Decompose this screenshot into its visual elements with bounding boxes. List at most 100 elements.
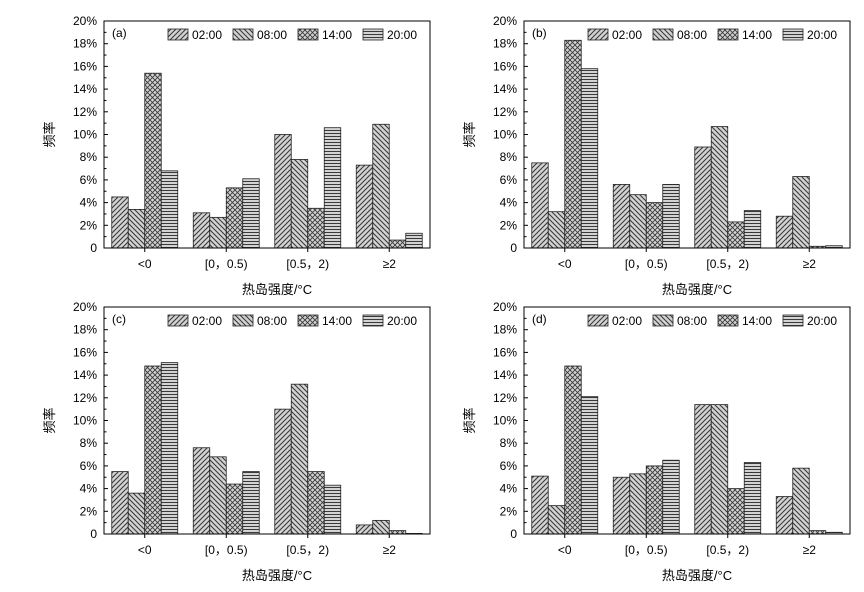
bar-0800-cat3 <box>792 176 810 249</box>
chart-panel-b: <0 [0，0.5) [0.5，2) ≥2 0 2% 4% 6% 8% 10% 12% 14% 16% 1… <box>462 14 851 297</box>
legend-item-0800: 08:00 <box>232 28 287 42</box>
bar-1400-cat3 <box>388 530 407 535</box>
legend-swatch <box>782 28 804 41</box>
legend-swatch <box>232 314 254 327</box>
legend-swatch <box>167 28 189 41</box>
legend-label: 02:00 <box>192 28 222 42</box>
category-label: ≥2 <box>383 257 397 271</box>
x-axis-title: 热岛强度/°C <box>662 568 732 583</box>
bar-0200-cat0 <box>111 471 129 535</box>
y-tick-label: 2% <box>500 504 518 518</box>
legend-swatch <box>717 28 739 41</box>
legend-item-0200: 02:00 <box>167 314 222 328</box>
bar-1400-cat3 <box>388 239 407 249</box>
y-axis-title: 频率 <box>42 121 57 147</box>
y-tick-label: 12% <box>73 391 97 405</box>
y-tick-label: 4% <box>500 482 518 496</box>
y-tick-label: 20% <box>493 300 517 314</box>
bar-1400-cat1 <box>225 483 244 535</box>
legend-item-0800: 08:00 <box>652 28 707 42</box>
legend-item-0200: 02:00 <box>587 314 642 328</box>
legend-label: 20:00 <box>807 314 837 328</box>
legend-label: 14:00 <box>322 28 352 42</box>
bar-0800-cat1 <box>209 216 227 249</box>
bar-2000-cat0 <box>580 396 599 535</box>
category-label: [0，0.5) <box>625 257 668 271</box>
bar-0800-cat0 <box>547 505 566 535</box>
legend-swatch <box>587 314 609 327</box>
bar-0800-cat3 <box>792 467 810 535</box>
bar-2000-cat1 <box>662 184 680 249</box>
category-label: ≥2 <box>383 543 397 557</box>
legend-swatch <box>782 314 804 327</box>
bar-0200-cat0 <box>531 475 549 535</box>
bar-0800-cat1 <box>209 456 227 535</box>
bar-0800-cat2 <box>710 126 729 249</box>
legend-item-2000: 20:00 <box>782 314 837 328</box>
bar-0800-cat0 <box>547 211 566 249</box>
legend-swatch <box>587 28 609 41</box>
y-tick-label: 10% <box>493 414 517 428</box>
legend-swatch <box>362 314 384 327</box>
legend-swatch <box>232 28 254 41</box>
category-label: [0.5，2) <box>286 257 329 271</box>
bar-0200-cat3 <box>355 164 374 249</box>
bar-0200-cat3 <box>775 496 794 535</box>
y-tick-label: 4% <box>80 196 98 210</box>
legend-item-0800: 08:00 <box>652 314 707 328</box>
x-axis-title: 热岛强度/°C <box>242 568 312 583</box>
y-tick-label: 16% <box>493 345 517 359</box>
y-tick-label: 0 <box>90 527 97 541</box>
bar-0800-cat3 <box>372 519 390 535</box>
category-label: [0.5，2) <box>286 543 329 557</box>
category-label: ≥2 <box>803 257 817 271</box>
y-tick-label: 10% <box>493 128 517 142</box>
x-axis-title: 热岛强度/°C <box>662 282 732 297</box>
bar-2000-cat1 <box>662 459 680 535</box>
legend-swatch <box>297 314 319 327</box>
y-tick-label: 14% <box>73 82 97 96</box>
bar-1400-cat2 <box>307 471 325 535</box>
bar-2000-cat1 <box>242 178 260 249</box>
bar-2000-cat0 <box>160 362 179 535</box>
bar-2000-cat0 <box>160 170 179 249</box>
bar-2000-cat0 <box>580 68 599 249</box>
y-tick-label: 14% <box>493 82 517 96</box>
chart-panel-d: <0 [0，0.5) [0.5，2) ≥2 0 2% 4% 6% 8% 10% 12% 14% 16% 1… <box>462 300 851 583</box>
y-axis-title: 频率 <box>462 121 477 147</box>
x-axis-title: 热岛强度/°C <box>242 282 312 297</box>
bar-2000-cat2 <box>743 210 762 249</box>
legend-swatch <box>652 28 674 41</box>
bar-0800-cat2 <box>290 159 309 249</box>
bar-0200-cat0 <box>531 162 549 249</box>
legend-label: 08:00 <box>677 28 707 42</box>
y-tick-label: 10% <box>73 414 97 428</box>
legend-item-2000: 20:00 <box>362 28 417 42</box>
legend-item-1400: 14:00 <box>297 28 352 42</box>
y-tick-label: 12% <box>73 105 97 119</box>
legend-swatch <box>652 314 674 327</box>
bar-0800-cat1 <box>629 473 647 535</box>
legend-swatch <box>717 314 739 327</box>
bar-0200-cat0 <box>111 196 129 249</box>
category-label: [0，0.5) <box>625 543 668 557</box>
bar-1400-cat2 <box>727 221 745 249</box>
y-tick-label: 8% <box>80 150 98 164</box>
bar-0200-cat2 <box>694 146 712 249</box>
y-tick-label: 0 <box>510 527 517 541</box>
bar-1400-cat0 <box>144 72 162 249</box>
bar-0800-cat0 <box>127 492 146 535</box>
legend-label: 02:00 <box>192 314 222 328</box>
y-tick-label: 6% <box>500 459 518 473</box>
y-tick-label: 18% <box>493 37 517 51</box>
bar-1400-cat2 <box>727 488 745 535</box>
bar-1400-cat0 <box>144 365 162 535</box>
legend-label: 14:00 <box>322 314 352 328</box>
legend-swatch <box>167 314 189 327</box>
bar-0800-cat0 <box>127 209 146 249</box>
y-tick-label: 16% <box>73 345 97 359</box>
legend-swatch <box>297 28 319 41</box>
chart-panel-c: <0 [0，0.5) [0.5，2) ≥2 0 2% 4% 6% 8% 10% 12% 14% 16% 1… <box>42 300 431 583</box>
bar-1400-cat1 <box>225 187 244 249</box>
bar-1400-cat3 <box>808 530 827 535</box>
